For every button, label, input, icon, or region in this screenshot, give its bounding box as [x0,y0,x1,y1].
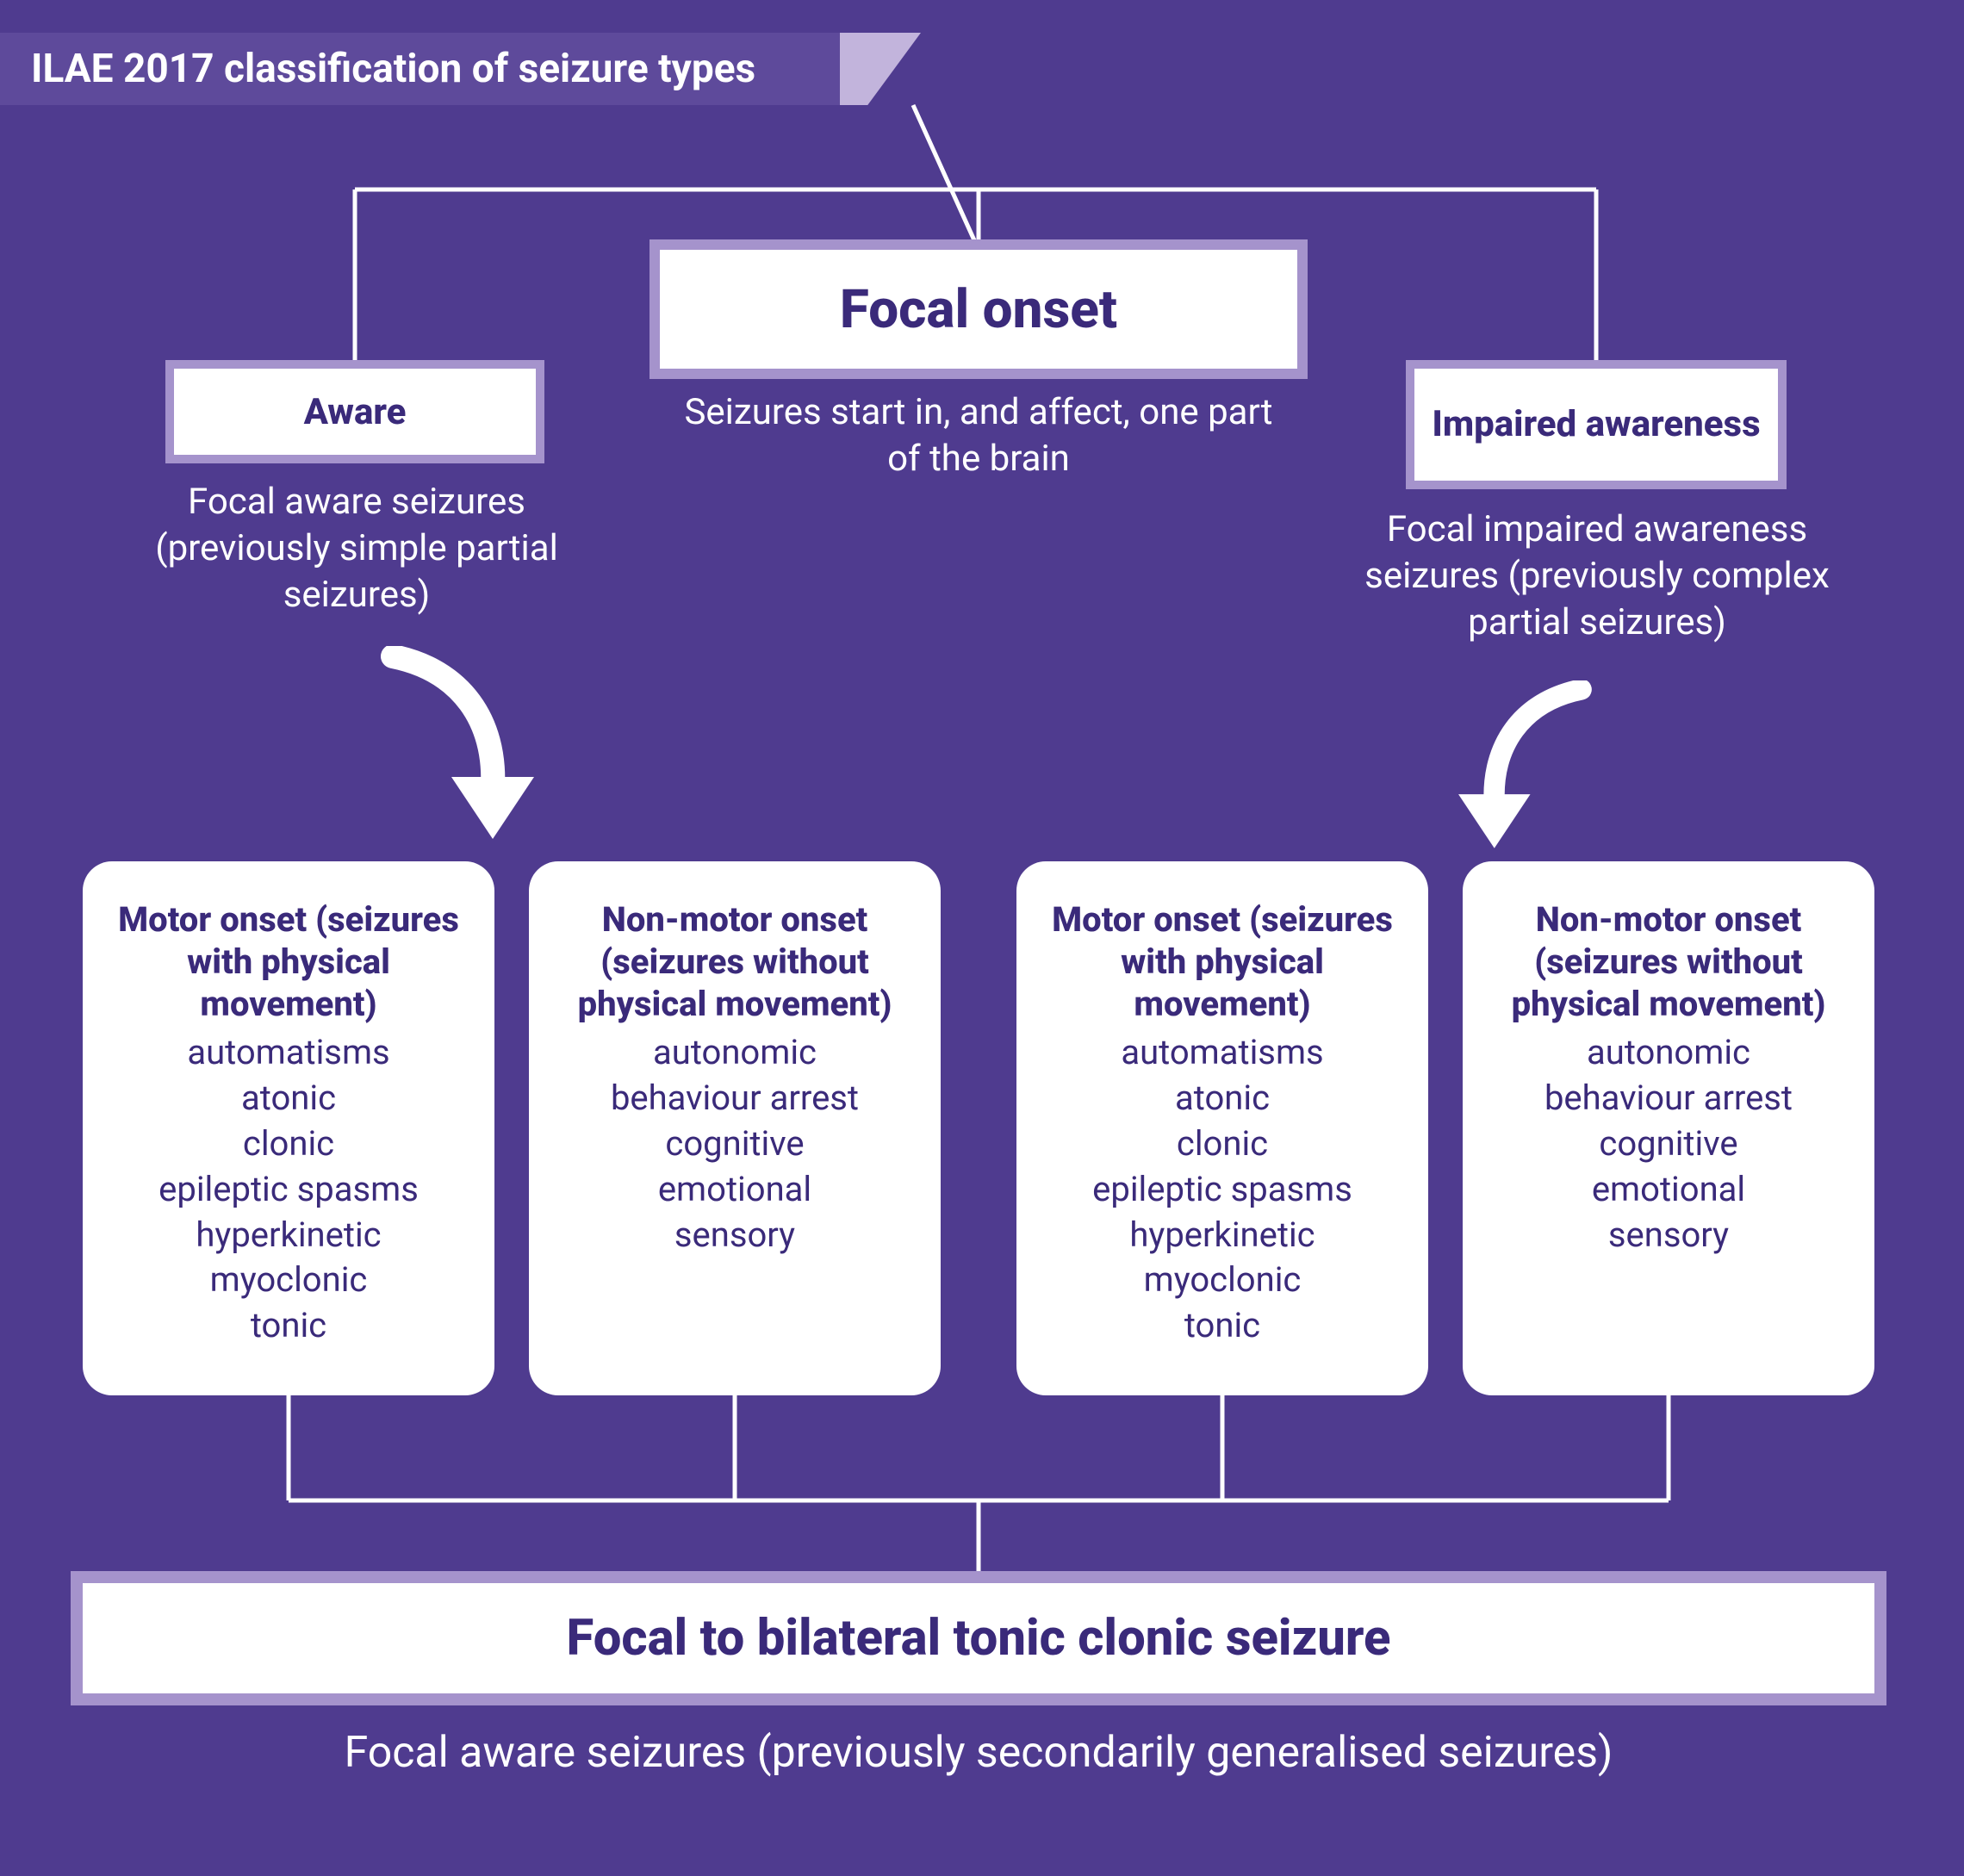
card-item: hyperkinetic [107,1213,470,1258]
card-title: Motor onset (seizures with physical move… [107,899,470,1025]
focal-onset-box: Focal onset [660,250,1297,369]
card-item: myoclonic [1041,1258,1404,1303]
arrow-icon-right [1447,680,1619,853]
card-item: atonic [1041,1076,1404,1121]
motor-onset-card: Motor onset (seizures with physical move… [83,861,494,1395]
impaired-awareness-box: Impaired awareness [1414,369,1778,481]
card-item: epileptic spasms [107,1167,470,1213]
card-item: behaviour arrest [1487,1076,1850,1121]
aware-subtext: Focal aware seizures (previously simple … [121,479,593,618]
card-item: automatisms [107,1030,470,1076]
card-item: tonic [107,1303,470,1349]
card-item: emotional [1487,1167,1850,1213]
card-item: automatisms [1041,1030,1404,1076]
title-banner-text: ILAE 2017 classification of seizure type… [31,46,755,92]
aware-box: Aware [174,369,536,455]
focal-to-bilateral-title: Focal to bilateral tonic clonic seizure [567,1609,1391,1668]
card-item: autonomic [1487,1030,1850,1076]
card-item: myoclonic [107,1258,470,1303]
card-items: autonomicbehaviour arrestcognitiveemotio… [553,1030,917,1258]
card-item: clonic [1041,1121,1404,1167]
non-motor-onset-card: Non-motor onset (seizures without physic… [529,861,941,1395]
title-banner-tail [839,33,921,105]
card-item: tonic [1041,1303,1404,1349]
card-item: autonomic [553,1030,917,1076]
aware-title: Aware [304,391,407,433]
card-item: cognitive [1487,1121,1850,1167]
card-item: atonic [107,1076,470,1121]
title-banner: ILAE 2017 classification of seizure type… [0,33,921,105]
card-item: sensory [553,1213,917,1258]
focal-to-bilateral-box: Focal to bilateral tonic clonic seizure [83,1583,1874,1693]
card-title: Non-motor onset (seizures without physic… [1487,899,1850,1025]
non-motor-onset-card: Non-motor onset (seizures without physic… [1463,861,1874,1395]
card-item: hyperkinetic [1041,1213,1404,1258]
motor-onset-card: Motor onset (seizures with physical move… [1016,861,1428,1395]
focal-to-bilateral-subtext: Focal aware seizures (previously seconda… [83,1728,1874,1778]
card-items: automatismsatonicclonicepileptic spasmsh… [107,1030,470,1349]
card-title: Non-motor onset (seizures without physic… [553,899,917,1025]
card-title: Motor onset (seizures with physical move… [1041,899,1404,1025]
focal-onset-title: Focal onset [840,278,1117,341]
card-item: sensory [1487,1213,1850,1258]
arrow-icon-left [362,646,534,844]
title-banner-main: ILAE 2017 classification of seizure type… [0,33,840,105]
card-item: clonic [107,1121,470,1167]
impaired-awareness-subtext: Focal impaired awareness seizures (previ… [1364,506,1830,645]
card-item: epileptic spasms [1041,1167,1404,1213]
card-items: automatismsatonicclonicepileptic spasmsh… [1041,1030,1404,1349]
impaired-awareness-title: Impaired awareness [1414,404,1777,445]
card-item: emotional [553,1167,917,1213]
card-items: autonomicbehaviour arrestcognitiveemotio… [1487,1030,1850,1258]
card-item: cognitive [553,1121,917,1167]
focal-onset-subtext: Seizures start in, and affect, one part … [672,389,1285,482]
card-item: behaviour arrest [553,1076,917,1121]
